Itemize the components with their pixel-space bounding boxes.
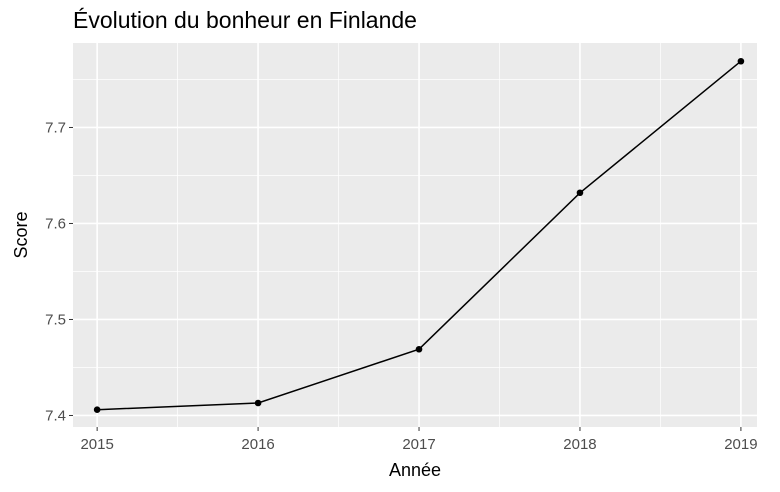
- data-point: [254, 399, 262, 407]
- x-axis-ticks: 2015 2016 2017 2018 2019: [80, 427, 758, 453]
- major-gridlines: [73, 43, 757, 427]
- y-tick-label: 7.5: [45, 311, 66, 328]
- data-point: [415, 345, 423, 353]
- y-axis-ticks: 7.4 7.5 7.6 7.7: [45, 119, 73, 424]
- data-series: [93, 57, 745, 414]
- x-tick-label: 2018: [563, 436, 596, 453]
- chart-title: Évolution du bonheur en Finlande: [73, 7, 417, 33]
- minor-gridlines: [73, 43, 757, 427]
- y-tick-label: 7.4: [45, 407, 66, 424]
- data-point: [576, 189, 584, 197]
- x-tick-label: 2016: [241, 436, 274, 453]
- x-tick-label: 2015: [80, 436, 113, 453]
- x-tick-label: 2019: [724, 436, 757, 453]
- y-tick-label: 7.7: [45, 119, 66, 136]
- plot-panel: [73, 43, 757, 427]
- y-axis-title: Score: [11, 211, 31, 258]
- data-point: [737, 57, 745, 65]
- x-axis-title: Année: [389, 460, 441, 480]
- x-tick-label: 2017: [402, 436, 435, 453]
- data-point: [93, 406, 101, 414]
- y-tick-label: 7.6: [45, 215, 66, 232]
